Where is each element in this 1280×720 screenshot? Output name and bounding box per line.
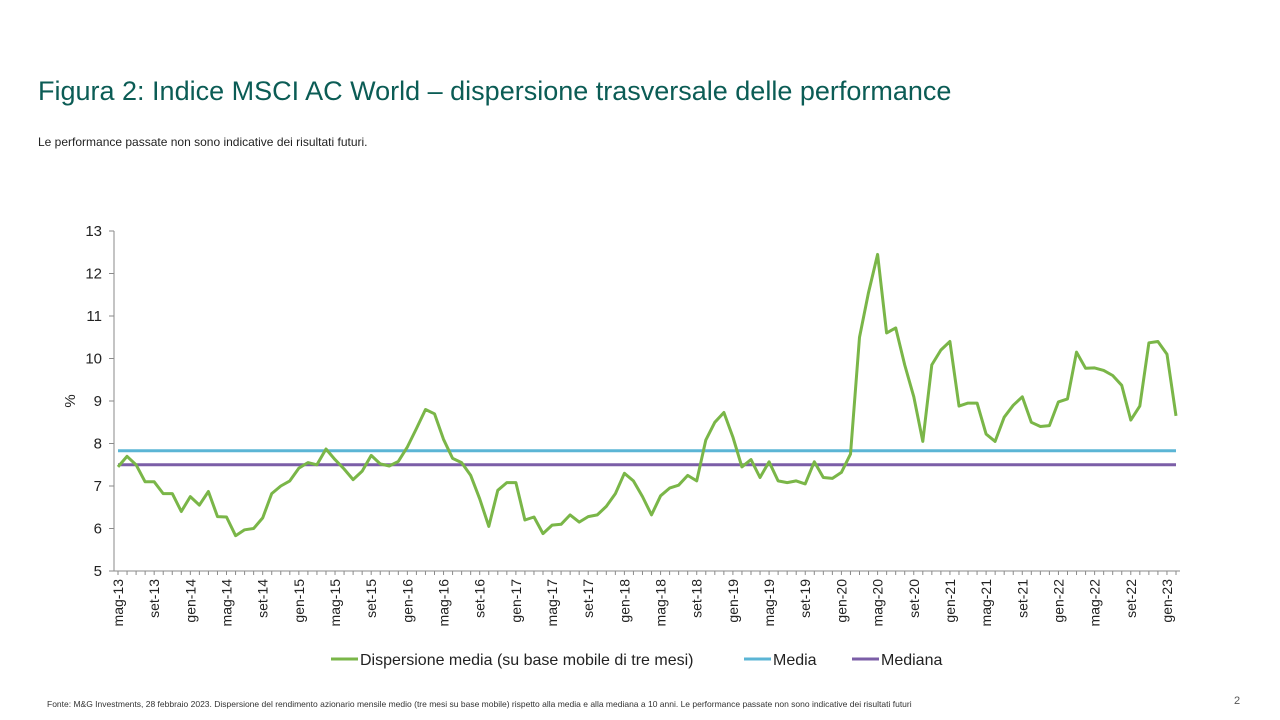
x-tick-label: set-13: [146, 579, 162, 618]
x-tick-label: set-15: [363, 579, 379, 618]
x-tick-label: mag-22: [1087, 579, 1103, 627]
x-tick-label: gen-15: [291, 579, 307, 623]
y-tick-label: 10: [85, 351, 102, 368]
y-axis: 5 6 7 8 9 10 11 12 13%: [62, 223, 115, 580]
x-tick-label: mag-14: [219, 579, 235, 627]
x-axis: mag-13 set-13 gen-14 mag-14 set-14 gen-15 mag-…: [110, 570, 1180, 627]
disclaimer-subtitle: Le performance passate non sono indicati…: [38, 135, 368, 149]
y-tick-label: 7: [94, 478, 102, 495]
source-footnote: Fonte: M&G Investments, 28 febbraio 2023…: [47, 699, 912, 709]
y-tick-label: 5: [94, 563, 102, 580]
x-tick-label: gen-19: [725, 579, 741, 623]
x-tick-label: gen-23: [1159, 579, 1175, 623]
x-tick-label: set-20: [906, 579, 922, 618]
x-tick-label: gen-16: [399, 579, 415, 623]
series-lines: [116, 252, 1178, 538]
x-tick-label: set-22: [1123, 579, 1139, 618]
chart-title: Figura 2: Indice MSCI AC World – dispers…: [38, 76, 952, 106]
x-tick-label: mag-16: [436, 579, 452, 627]
x-tick-label: mag-18: [653, 579, 669, 627]
x-tick-label: mag-21: [978, 579, 994, 627]
x-tick-label: mag-19: [761, 579, 777, 627]
y-tick-label: 11: [86, 308, 102, 325]
x-tick-label: gen-17: [508, 579, 524, 623]
y-tick-label: 12: [85, 266, 102, 283]
legend: Dispersione media (su base mobile di tre…: [331, 652, 942, 669]
page-number: 2: [1234, 695, 1241, 707]
x-tick-label: set-18: [689, 579, 705, 618]
x-tick-label: gen-14: [182, 579, 198, 623]
y-axis-label: %: [62, 394, 79, 407]
x-tick-label: set-21: [1014, 579, 1030, 618]
y-tick-label: 6: [94, 521, 102, 538]
legend-label: Dispersione media (su base mobile di tre…: [360, 652, 693, 669]
x-tick-label: mag-17: [544, 579, 560, 627]
dispersion-line-chart: 5 6 7 8 9 10 11 12 13% mag-13 set-13 gen-14 mag-14 s…: [62, 223, 1180, 669]
x-tick-label: set-16: [472, 579, 488, 618]
legend-label: Mediana: [881, 652, 942, 669]
y-tick-label: 8: [94, 436, 102, 453]
x-tick-label: gen-18: [616, 579, 632, 623]
y-tick-label: 13: [85, 223, 102, 240]
x-tick-label: set-19: [797, 579, 813, 618]
x-tick-label: gen-21: [942, 579, 958, 623]
x-tick-label: gen-20: [833, 579, 849, 623]
x-tick-label: set-14: [255, 579, 271, 618]
x-tick-label: mag-13: [110, 579, 126, 627]
x-tick-label: gen-22: [1050, 579, 1066, 623]
legend-label: Media: [773, 652, 817, 669]
dispersion-line: [116, 252, 1178, 538]
x-tick-label: mag-20: [870, 579, 886, 627]
y-tick-label: 9: [94, 393, 102, 410]
x-tick-label: set-17: [580, 579, 596, 618]
x-tick-label: mag-15: [327, 579, 343, 627]
